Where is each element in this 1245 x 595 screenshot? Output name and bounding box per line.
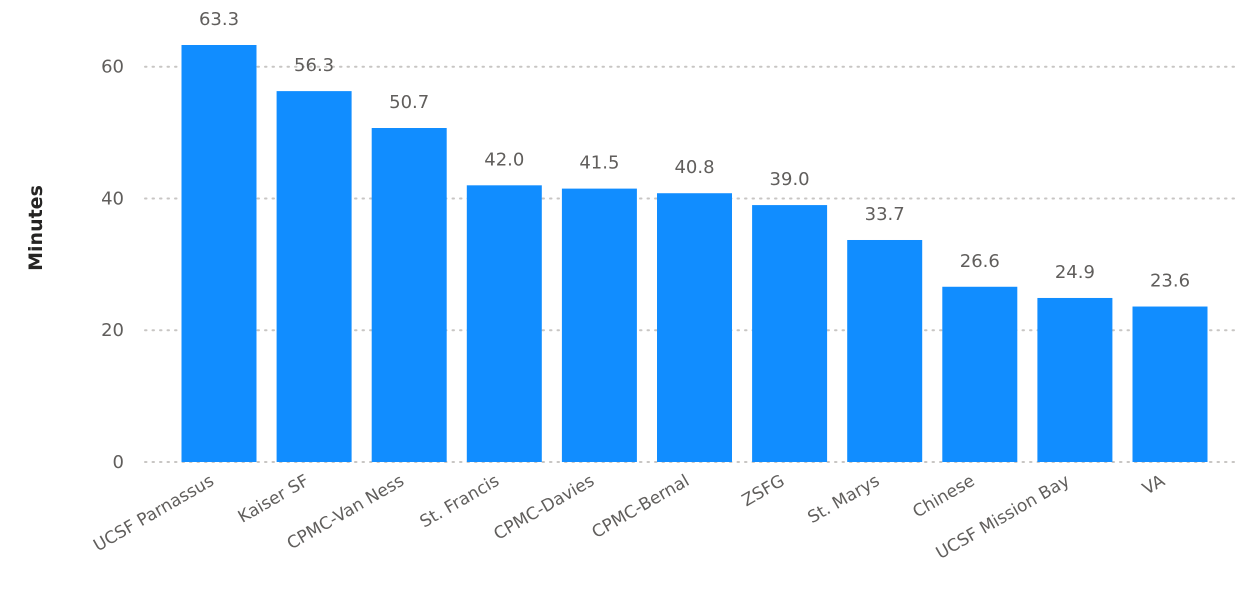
data-label: 40.8 <box>674 157 714 178</box>
x-category-label: St. Francis <box>417 471 503 532</box>
x-category-label: St. Marys <box>805 471 884 528</box>
x-category-label: CPMC-Davies <box>491 471 598 545</box>
data-label: 42.0 <box>484 149 524 170</box>
data-label: 41.5 <box>579 153 619 174</box>
y-axis-ticks: 0 20 40 60 <box>101 57 124 473</box>
y-tick-label: 20 <box>101 320 124 341</box>
x-category-label: VA <box>1139 471 1169 500</box>
data-labels: 63.3 56.3 50.7 42.0 41.5 40.8 39.0 33.7 26.6 24.9… <box>199 9 1190 292</box>
data-label: 26.6 <box>960 251 1000 272</box>
bar[interactable] <box>1132 306 1208 462</box>
bar[interactable] <box>276 91 352 463</box>
bar[interactable] <box>466 185 542 462</box>
x-category-label: CPMC-Bernal <box>589 471 693 543</box>
data-label: 39.0 <box>770 169 810 190</box>
x-category-label: UCSF Parnassus <box>90 471 217 556</box>
y-tick-label: 0 <box>113 452 124 473</box>
x-category-label: Chinese <box>909 471 978 522</box>
bar[interactable] <box>1037 297 1113 462</box>
data-label: 23.6 <box>1150 271 1190 292</box>
bar[interactable] <box>752 205 828 462</box>
x-category-label: ZSFG <box>739 471 788 511</box>
bar[interactable] <box>181 45 257 462</box>
y-axis-title: Minutes <box>25 185 47 271</box>
bar[interactable] <box>371 128 447 462</box>
bar[interactable] <box>847 239 923 462</box>
x-category-label: Kaiser SF <box>235 471 313 527</box>
bar[interactable] <box>942 286 1018 462</box>
y-tick-label: 40 <box>101 188 124 209</box>
data-label: 50.7 <box>389 92 429 113</box>
bars <box>181 45 1208 463</box>
bar[interactable] <box>561 188 637 462</box>
data-label: 33.7 <box>865 204 905 225</box>
data-label: 63.3 <box>199 9 239 30</box>
y-tick-label: 60 <box>101 57 124 78</box>
data-label: 24.9 <box>1055 262 1095 283</box>
bar[interactable] <box>657 193 732 462</box>
data-label: 56.3 <box>294 55 334 76</box>
